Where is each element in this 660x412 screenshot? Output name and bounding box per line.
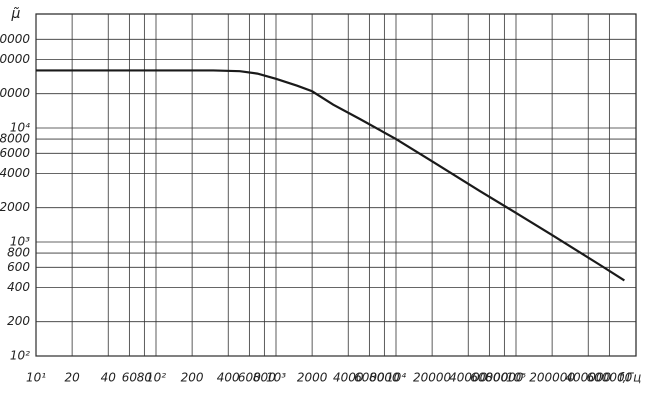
- x-tick-label: 40: [101, 371, 117, 385]
- x-tick-label: 40000: [449, 371, 488, 385]
- y-tick-label: 40000: [0, 52, 30, 66]
- x-tick-label: 20: [64, 371, 80, 385]
- y-tick-label: 20000: [0, 86, 30, 100]
- x-tick-label: 10³: [266, 371, 286, 385]
- x-tick-label: 10⁴: [386, 371, 406, 385]
- x-tick-label: 6000: [354, 371, 385, 385]
- y-tick-label: 60000: [0, 32, 30, 46]
- x-tick-label: 200: [181, 371, 204, 385]
- x-tick-label: 60000: [470, 371, 509, 385]
- y-tick-label: 600: [7, 260, 30, 274]
- x-tick-label: 200000: [529, 371, 575, 385]
- y-tick-label: 8000: [0, 132, 30, 146]
- y-tick-label: 400: [7, 280, 30, 294]
- y-tick-label: 800: [7, 246, 30, 260]
- curve: [36, 69, 625, 282]
- y-tick-label: 10²: [10, 349, 30, 363]
- y-tick-label: 4000: [0, 166, 30, 180]
- x-tick-label: 400000: [565, 371, 611, 385]
- x-axis-label: f,Гц: [619, 371, 642, 385]
- x-tick-label: 8000: [369, 371, 400, 385]
- y-tick-label: 10³: [10, 235, 30, 249]
- x-tick-label: 10²: [146, 371, 166, 385]
- x-tick-label: 20000: [413, 371, 452, 385]
- y-tick-label: 6000: [0, 146, 30, 160]
- x-tick-label: 10¹: [26, 371, 46, 385]
- x-tick-label: 2000: [297, 371, 328, 385]
- x-tick-label: 10⁵: [506, 371, 526, 385]
- y-axis-label: μ̃: [11, 6, 21, 22]
- x-tick-label: 600000: [586, 371, 632, 385]
- x-tick-label: 80: [137, 371, 153, 385]
- x-tick-label: 400: [217, 371, 240, 385]
- y-tick-label: 200: [7, 314, 30, 328]
- y-tick-label: 10⁴: [10, 121, 30, 135]
- x-tick-label: 4000: [333, 371, 364, 385]
- x-tick-label: 80000: [485, 371, 524, 385]
- x-tick-label: 60: [122, 371, 138, 385]
- x-tick-label: 600: [238, 371, 261, 385]
- x-tick-label: 800: [253, 371, 276, 385]
- plot-frame: [35, 13, 637, 357]
- y-tick-label: 2000: [0, 200, 30, 214]
